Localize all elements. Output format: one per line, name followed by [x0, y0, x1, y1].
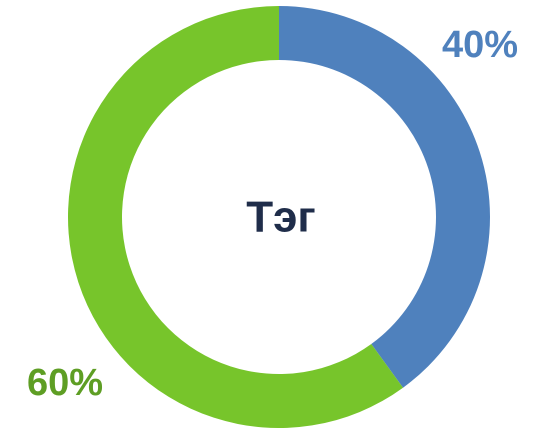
center-label: Тэг — [246, 193, 316, 242]
data-label: 60% — [27, 362, 103, 404]
donut-segment — [279, 6, 490, 388]
donut-segment — [68, 6, 404, 428]
data-label: 40% — [442, 24, 518, 66]
